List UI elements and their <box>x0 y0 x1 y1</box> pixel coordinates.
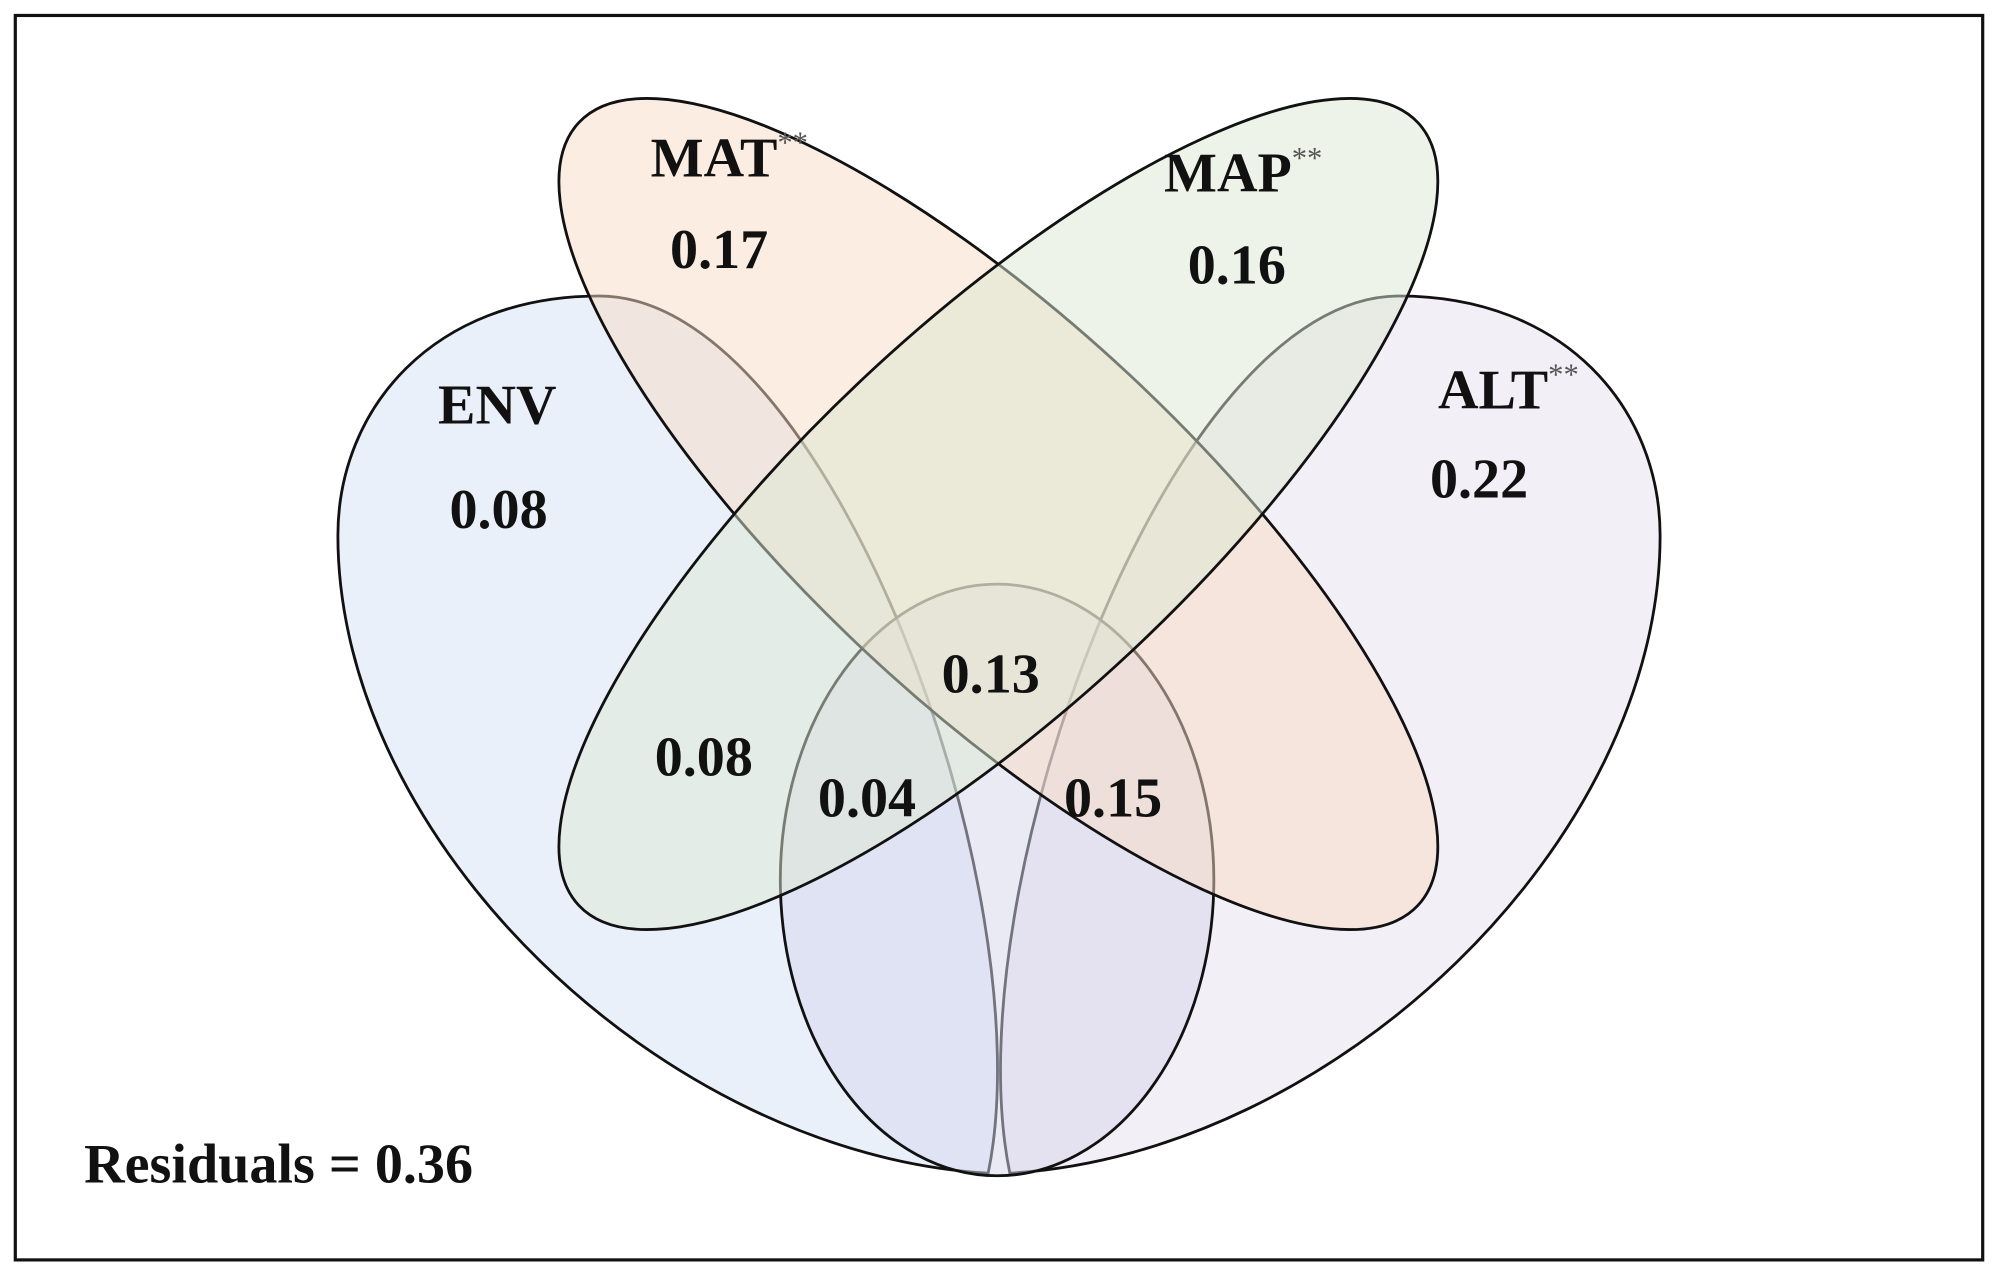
region-value: 0.08 <box>655 727 753 789</box>
set-value: 0.22 <box>1430 449 1528 511</box>
set-label: ALT** <box>1438 358 1579 422</box>
map-shape <box>557 97 1440 931</box>
set-value: 0.08 <box>449 479 547 541</box>
set-label: ENV <box>438 375 556 437</box>
set-label: MAP** <box>1164 141 1322 205</box>
region-value: 0.13 <box>942 644 1040 706</box>
set-value: 0.16 <box>1188 234 1286 296</box>
region-value: 0.04 <box>818 767 916 829</box>
residuals: Residuals = 0.36 <box>84 1133 473 1195</box>
set-label: MAT** <box>651 126 808 190</box>
region-value: 0.15 <box>1064 767 1162 829</box>
set-value: 0.17 <box>670 219 768 281</box>
